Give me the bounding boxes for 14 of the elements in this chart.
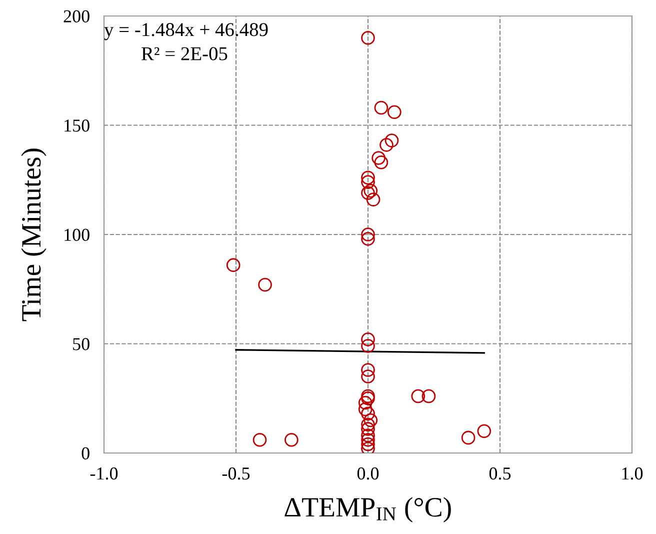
y-tick-label: 150 [64, 120, 90, 132]
annotation: y = -1.484x + 46.489 [104, 23, 268, 40]
annotation: R² = 2E-05 [142, 47, 228, 60]
y-tick-label: 100 [64, 228, 90, 241]
x-tick-label: 0.5 [489, 467, 511, 480]
y-axis-title: Time (Minutes) [21, 148, 46, 322]
x-tick-label: 1.0 [622, 467, 643, 480]
x-axis-title: ΔTEMP$_{IN}$ (°C) [284, 497, 451, 522]
x-tick-label: 0.0 [357, 467, 379, 480]
y-tick-label: 200 [64, 10, 90, 22]
x-tick-label: -1.0 [90, 467, 118, 480]
y-tick-label: 50 [73, 338, 90, 350]
x-tick-label: -0.5 [222, 467, 250, 480]
y-tick-label: 0 [82, 447, 90, 460]
